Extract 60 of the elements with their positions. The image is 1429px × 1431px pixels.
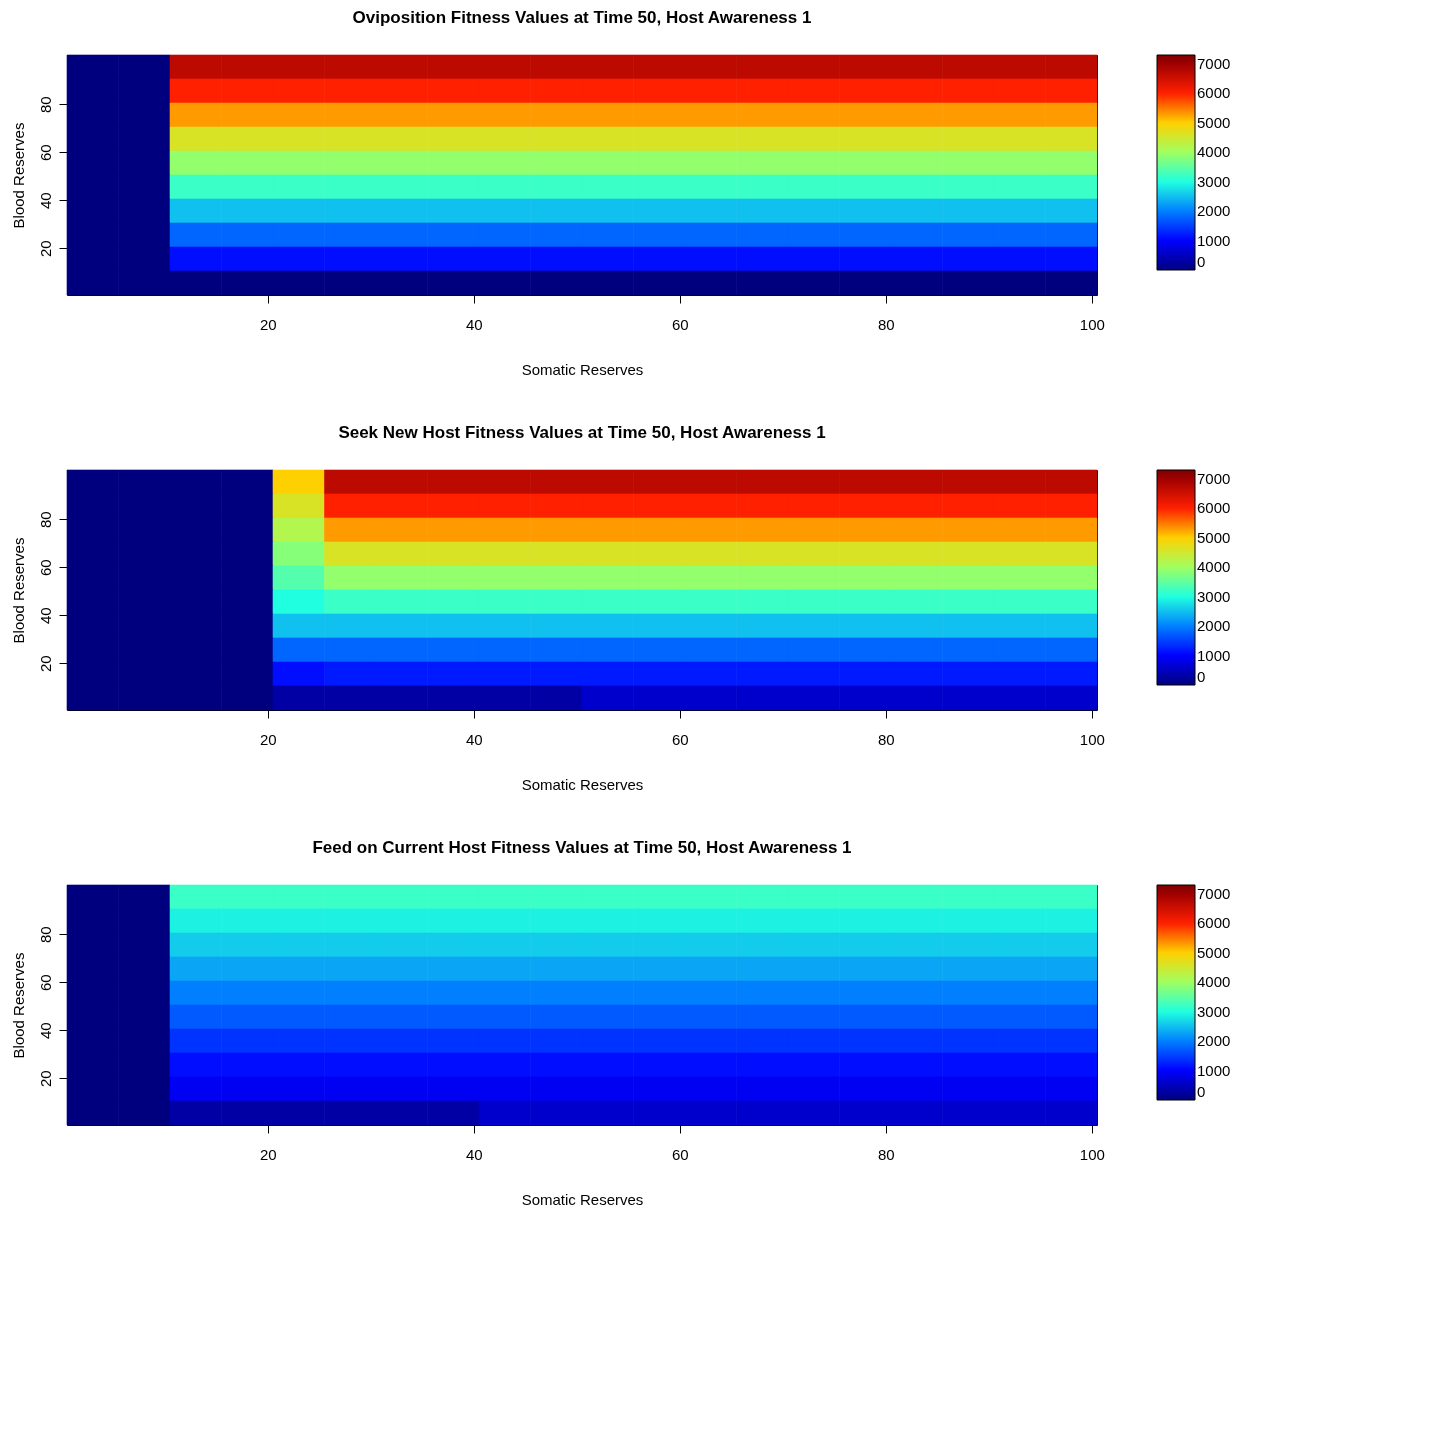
x-tick-label: 80 (878, 730, 895, 748)
y-axis-title: Blood Reserves (9, 122, 27, 229)
color-bar-label: 0 (1197, 668, 1206, 685)
y-tick-label: 40 (36, 1022, 54, 1040)
color-bar-label: 2000 (1197, 202, 1231, 220)
y-tick-label: 80 (36, 511, 54, 529)
x-tick-label: 80 (878, 1145, 895, 1163)
y-tick-label: 60 (36, 974, 54, 992)
color-bar-label: 1000 (1197, 231, 1231, 249)
color-bar-label: 7000 (1197, 469, 1231, 487)
y-tick-label: 80 (36, 926, 54, 944)
x-tick-label: 100 (1079, 315, 1105, 333)
chart-title: Oviposition Fitness Values at Time 50, Host Awareness 1 (352, 7, 812, 27)
color-bar-label: 5000 (1197, 113, 1231, 131)
x-axis-title: Somatic Reserves (521, 775, 644, 793)
x-tick-label: 100 (1079, 1145, 1105, 1163)
color-bar-label: 1000 (1197, 646, 1231, 664)
color-bar-label: 3000 (1197, 172, 1231, 190)
x-tick-label: 40 (466, 315, 483, 333)
color-bar-label: 6000 (1197, 84, 1231, 102)
color-bar-label: 0 (1197, 1083, 1206, 1100)
y-tick-label: 20 (36, 655, 54, 673)
color-bar-label: 4000 (1197, 558, 1231, 576)
color-bar-label: 6000 (1197, 914, 1231, 932)
chart-title: Seek New Host Fitness Values at Time 50, Host Awareness 1 (338, 422, 826, 442)
x-tick-label: 40 (466, 1145, 483, 1163)
x-tick-label: 20 (260, 1145, 277, 1163)
x-tick-label: 80 (878, 315, 895, 333)
color-bar-label: 0 (1197, 253, 1206, 270)
y-tick-label: 60 (36, 144, 54, 162)
x-axis-title: Somatic Reserves (521, 1190, 644, 1208)
color-bar-label: 1000 (1197, 1061, 1231, 1079)
x-tick-label: 40 (466, 730, 483, 748)
y-axis-title: Blood Reserves (9, 952, 27, 1059)
x-tick-label: 20 (260, 315, 277, 333)
color-bar-label: 5000 (1197, 943, 1231, 961)
color-bar-label: 4000 (1197, 143, 1231, 161)
y-tick-label: 20 (36, 1070, 54, 1088)
color-bar-label: 2000 (1197, 617, 1231, 635)
y-tick-label: 80 (36, 96, 54, 114)
x-tick-label: 60 (672, 730, 689, 748)
x-tick-label: 100 (1079, 730, 1105, 748)
color-bar-label: 4000 (1197, 973, 1231, 991)
y-tick-label: 60 (36, 559, 54, 577)
color-bar-label: 3000 (1197, 587, 1231, 605)
color-bar-label: 5000 (1197, 528, 1231, 546)
x-tick-label: 20 (260, 730, 277, 748)
color-bar-label: 2000 (1197, 1032, 1231, 1050)
color-bar-label: 7000 (1197, 54, 1231, 72)
color-bar-label: 3000 (1197, 1002, 1231, 1020)
chart-title: Feed on Current Host Fitness Values at Time 50, Host Awareness 1 (312, 837, 852, 857)
x-tick-label: 60 (672, 1145, 689, 1163)
y-axis-title: Blood Reserves (9, 537, 27, 644)
color-bar-label: 7000 (1197, 884, 1231, 902)
y-tick-label: 40 (36, 192, 54, 210)
color-bar-label: 6000 (1197, 499, 1231, 517)
x-tick-label: 60 (672, 315, 689, 333)
x-axis-title: Somatic Reserves (521, 360, 644, 378)
y-tick-label: 20 (36, 240, 54, 258)
y-tick-label: 40 (36, 607, 54, 625)
